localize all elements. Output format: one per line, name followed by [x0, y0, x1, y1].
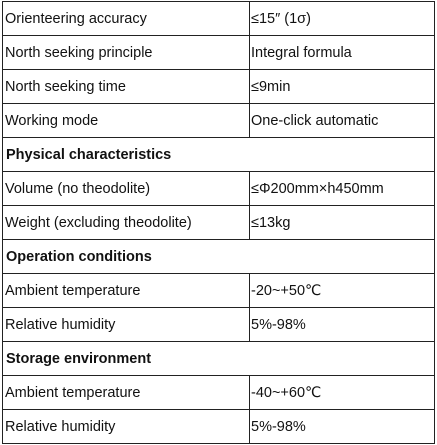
- spec-value: 5%-98%: [249, 307, 435, 342]
- spec-row-storage-ambient-temperature: Ambient temperature -40~+60℃: [2, 375, 435, 410]
- spec-row-operation-relative-humidity: Relative humidity 5%-98%: [2, 307, 435, 342]
- section-row-storage-environment: Storage environment: [2, 341, 435, 376]
- spec-label: Ambient temperature: [2, 375, 250, 410]
- spec-value: -20~+50℃: [249, 273, 435, 308]
- section-heading: Physical characteristics: [2, 137, 435, 172]
- spec-row-weight: Weight (excluding theodolite) ≤13kg: [2, 205, 435, 240]
- spec-label: Ambient temperature: [2, 273, 250, 308]
- spec-value: -40~+60℃: [249, 375, 435, 410]
- spec-value: Integral formula: [249, 35, 435, 70]
- spec-label: Working mode: [2, 103, 250, 138]
- section-heading: Storage environment: [2, 341, 435, 376]
- spec-value: 5%-98%: [249, 409, 435, 444]
- spec-row-north-seeking-time: North seeking time ≤9min: [2, 69, 435, 104]
- section-row-physical-characteristics: Physical characteristics: [2, 137, 435, 172]
- spec-label: Relative humidity: [2, 307, 250, 342]
- spec-row-operation-ambient-temperature: Ambient temperature -20~+50℃: [2, 273, 435, 308]
- spec-row-volume: Volume (no theodolite) ≤Φ200mm×h450mm: [2, 171, 435, 206]
- spec-row-working-mode: Working mode One-click automatic: [2, 103, 435, 138]
- spec-value: ≤9min: [249, 69, 435, 104]
- spec-value: ≤Φ200mm×h450mm: [249, 171, 435, 206]
- spec-row-north-seeking-principle: North seeking principle Integral formula: [2, 35, 435, 70]
- spec-label: Volume (no theodolite): [2, 171, 250, 206]
- spec-value: ≤15″ (1σ): [249, 1, 435, 36]
- spec-label: Orienteering accuracy: [2, 1, 250, 36]
- spec-label: Relative humidity: [2, 409, 250, 444]
- spec-label: North seeking time: [2, 69, 250, 104]
- section-row-operation-conditions: Operation conditions: [2, 239, 435, 274]
- spec-label: Weight (excluding theodolite): [2, 205, 250, 240]
- spec-row-storage-relative-humidity: Relative humidity 5%-98%: [2, 409, 435, 444]
- spec-label: North seeking principle: [2, 35, 250, 70]
- spec-value: One-click automatic: [249, 103, 435, 138]
- spec-value: ≤13kg: [249, 205, 435, 240]
- section-heading: Operation conditions: [2, 239, 435, 274]
- spec-row-orienteering-accuracy: Orienteering accuracy ≤15″ (1σ): [2, 1, 435, 36]
